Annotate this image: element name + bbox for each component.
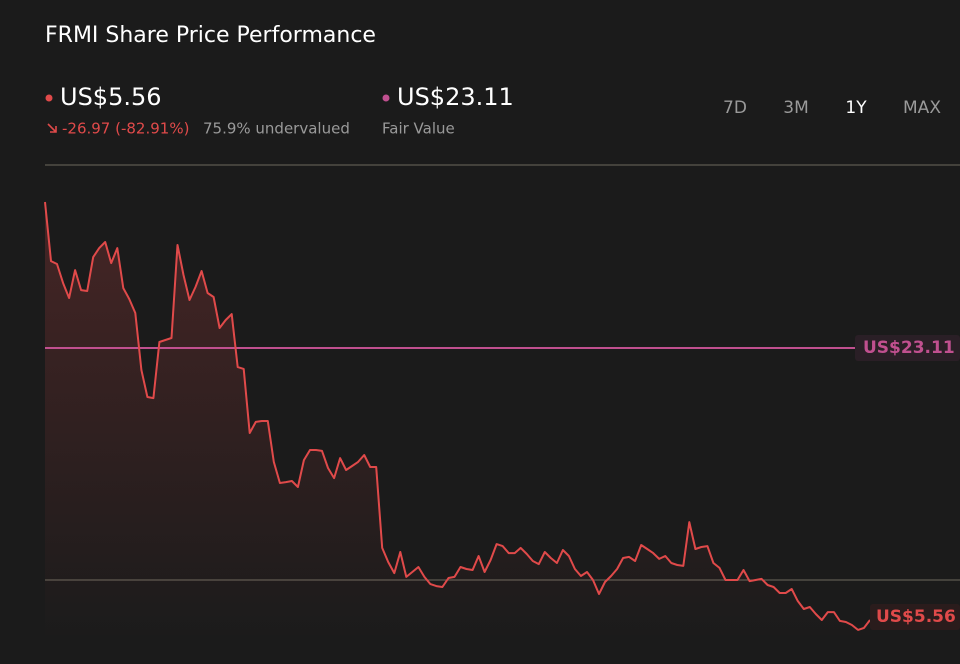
price-tag: US$5.56 [876, 607, 956, 627]
range-button[interactable]: MAX [903, 98, 941, 118]
fair-value-tag-bg [855, 335, 960, 362]
valuation: 75.9% undervalued [203, 120, 350, 138]
price-change: -26.97 (-82.91%) [62, 120, 189, 138]
fair-value-price: US$23.11 [397, 83, 514, 111]
price-dot [45, 94, 53, 102]
range-selector: 7D 3M 1Y MAX [723, 98, 941, 118]
range-button[interactable]: 1Y [845, 98, 867, 118]
area-shade [45, 202, 870, 640]
fair-value-tag: US$23.11 [863, 338, 955, 358]
fair-value-caption: Fair Value [382, 120, 455, 138]
down-arrow [47, 123, 57, 133]
current-price: US$5.56 [60, 83, 162, 111]
plot: US$23.11 US$5.56 [44, 201, 960, 640]
title: FRMI Share Price Performance [45, 23, 376, 48]
range-button[interactable]: 3M [783, 98, 808, 118]
price-tag-bg [870, 604, 960, 631]
range-button[interactable]: 7D [723, 98, 747, 118]
price-line [44, 201, 871, 631]
fair-value-dot [382, 94, 390, 102]
